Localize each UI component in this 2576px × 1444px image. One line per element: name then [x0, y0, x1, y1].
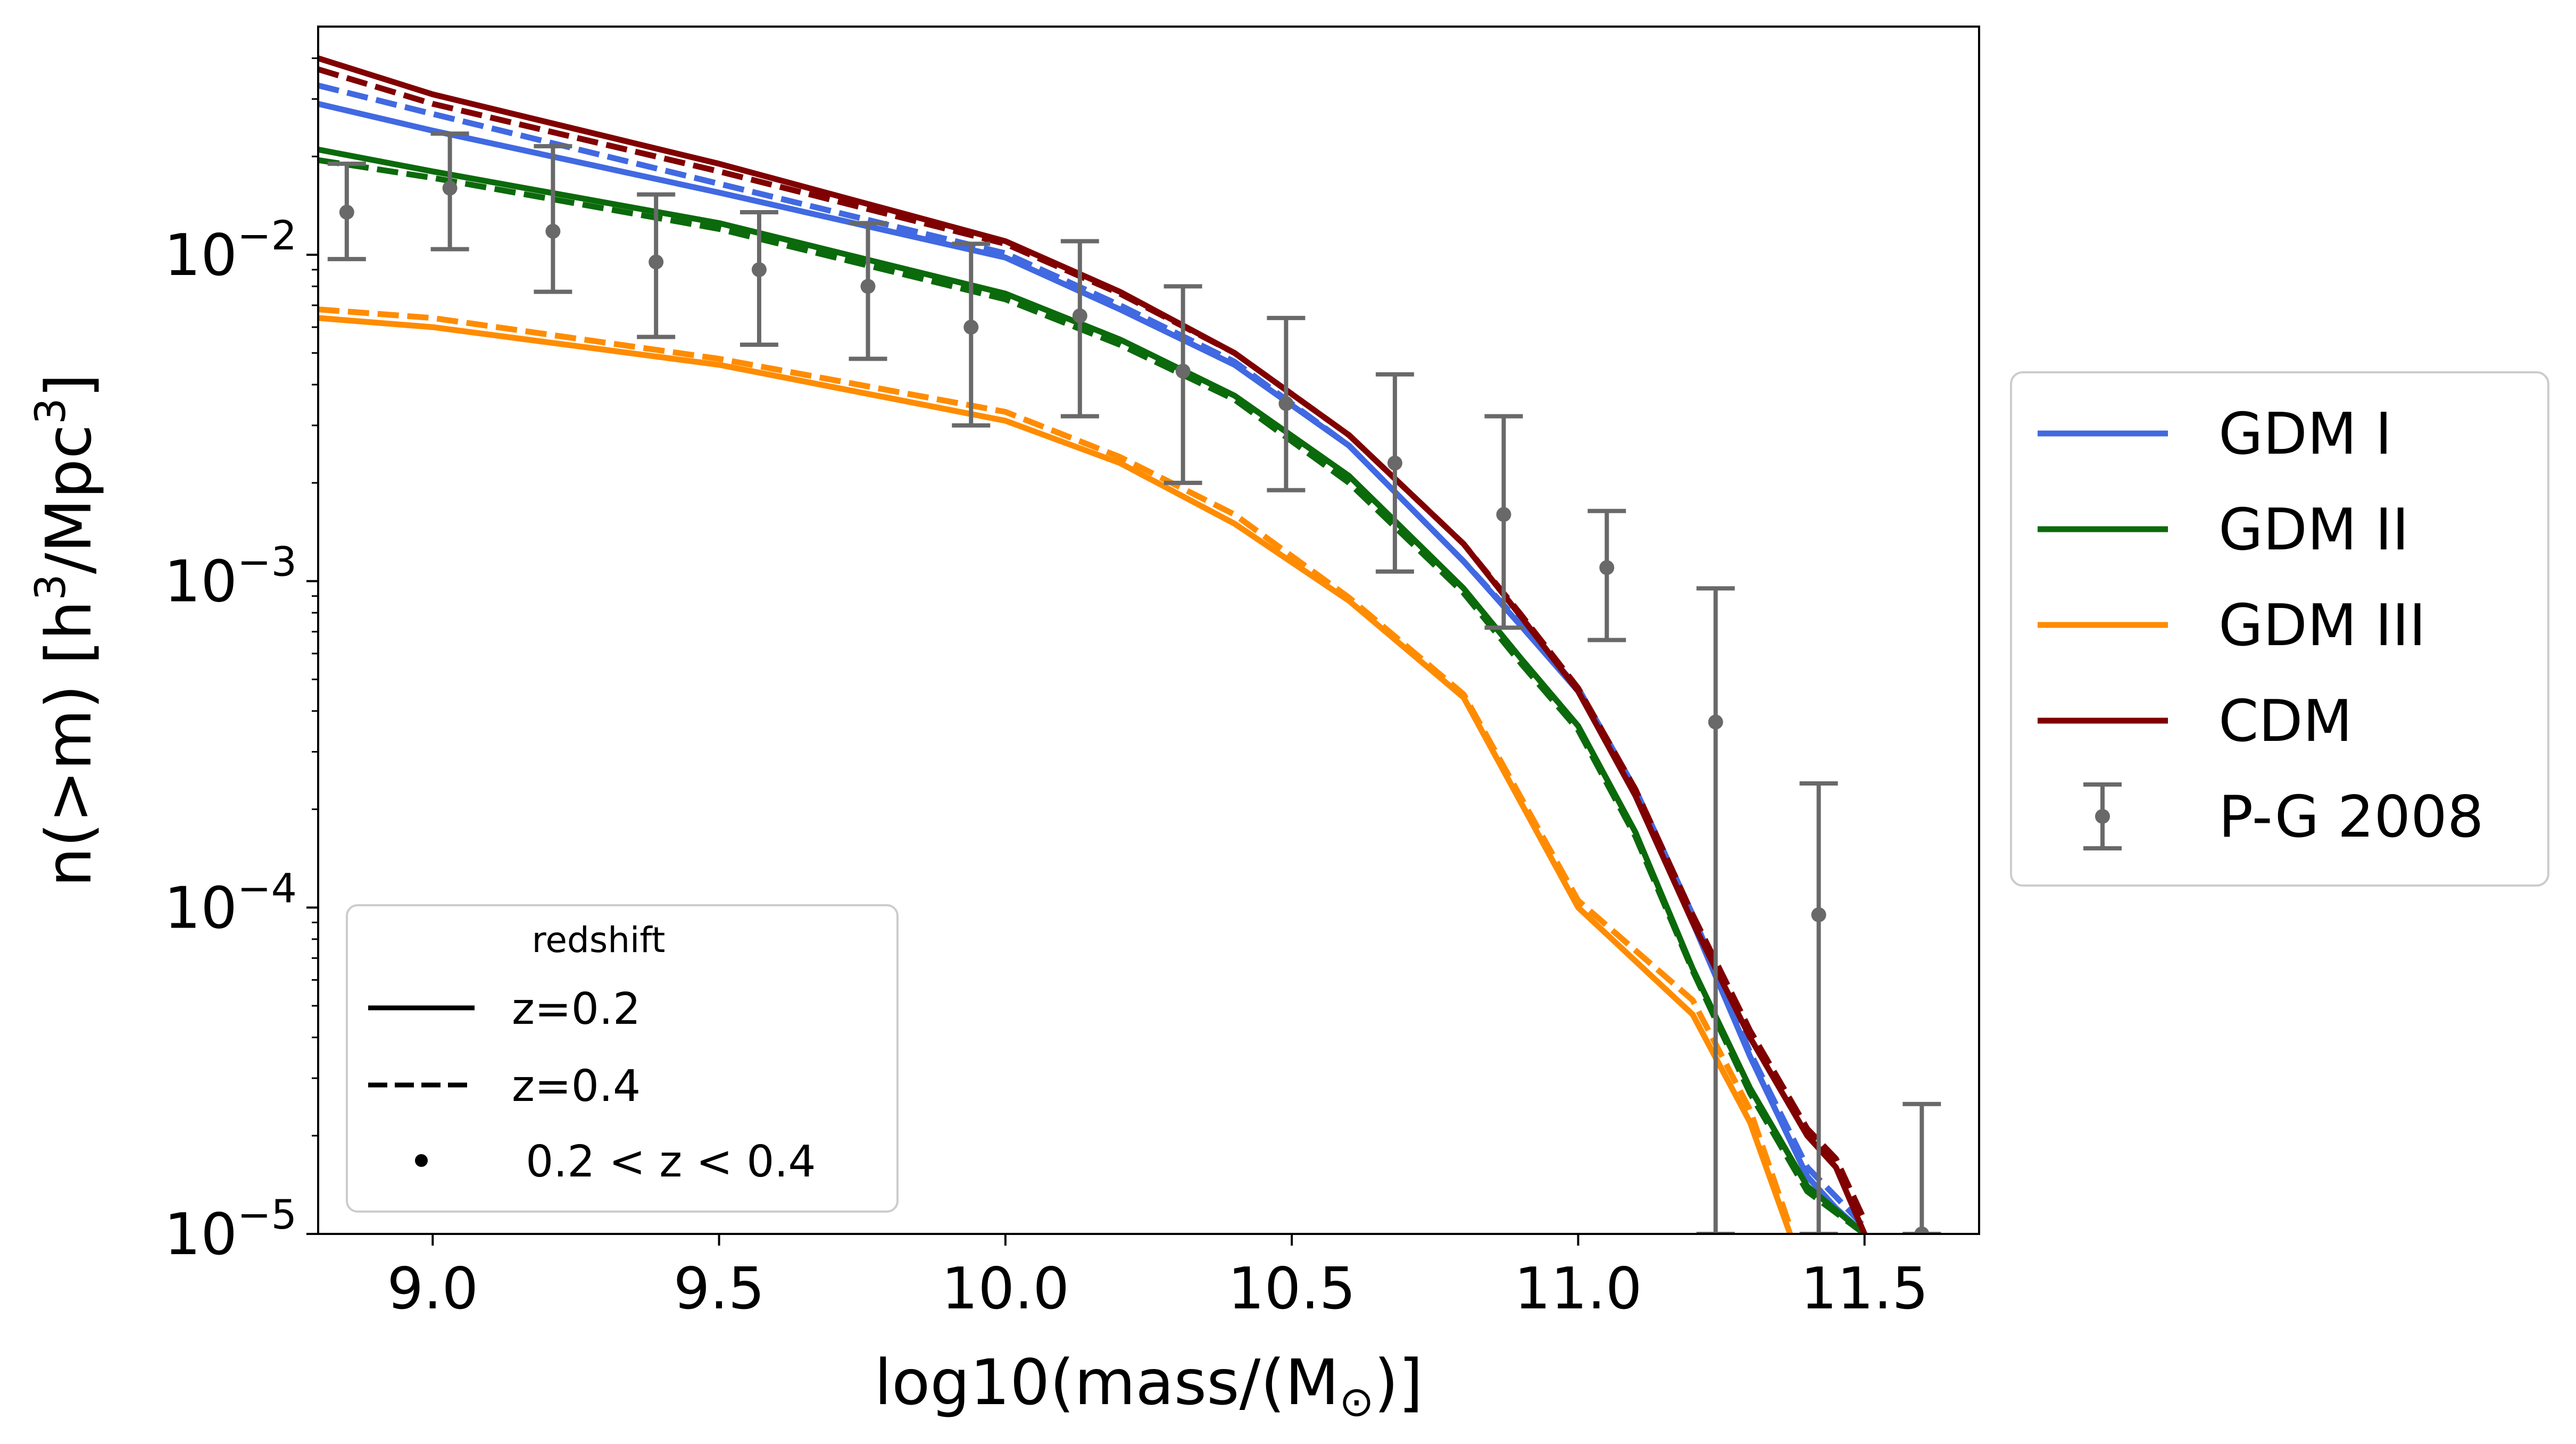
data-marker — [1599, 560, 1615, 575]
data-point — [1267, 315, 1306, 493]
data-marker — [1914, 1226, 1930, 1234]
data-point — [739, 210, 778, 347]
series-line-cdm — [318, 55, 1867, 1234]
data-marker — [1811, 907, 1826, 922]
redshift-legend-label: z=0.2 — [512, 984, 641, 1034]
data-marker — [751, 262, 767, 278]
redshift-legend-label: z=0.4 — [512, 1061, 641, 1112]
redshift-legend-frame — [346, 904, 899, 1213]
y-ticks: 10−5 10−4 10−3 10−2 — [164, 57, 318, 1268]
data-point — [1484, 414, 1523, 630]
series-line-cdm — [318, 66, 1867, 1222]
legend-label: GDM III — [2218, 592, 2426, 659]
series-line-gdm-ii — [318, 146, 1867, 1234]
redshift-legend: redshift z=0.2 z=0.4 0.2 < z < 0.4 — [346, 904, 899, 1213]
data-marker — [1387, 455, 1402, 471]
data-marker — [1072, 308, 1087, 323]
data-point — [1164, 284, 1202, 485]
x-tick-label: 10.5 — [1228, 1256, 1356, 1322]
data-marker — [1278, 396, 1294, 411]
series-line-gdm-ii — [318, 157, 1866, 1234]
x-tick-label: 11.0 — [1514, 1256, 1642, 1322]
series-line-gdm-iii — [318, 315, 1793, 1234]
data-point — [849, 221, 887, 361]
y-tick-label: 10−4 — [164, 864, 297, 941]
data-point — [1588, 508, 1626, 642]
redshift-legend-title: redshift — [532, 920, 666, 961]
series-layer — [318, 55, 1867, 1234]
x-tick-label: 9.0 — [387, 1256, 478, 1322]
x-axis-label: log10(mass/(M⊙)] — [874, 1346, 1423, 1426]
y-tick-label: 10−3 — [164, 538, 297, 615]
data-marker — [545, 223, 561, 239]
data-marker — [1708, 714, 1723, 730]
data-point — [637, 192, 676, 339]
data-point — [1696, 586, 1735, 1234]
y-tick-label: 10−2 — [164, 212, 297, 289]
legend-marker — [2095, 809, 2110, 824]
y-tick-label: 10−5 — [164, 1191, 297, 1268]
legend-label: GDM I — [2218, 401, 2392, 468]
y-axis-label: n(>m) [h3/Mpc3] — [27, 373, 105, 887]
legend-label: CDM — [2218, 688, 2353, 755]
redshift-legend-label: 0.2 < z < 0.4 — [512, 1137, 816, 1187]
data-point — [327, 161, 366, 262]
data-point — [1060, 239, 1099, 419]
plot-frame — [317, 26, 1980, 1235]
data-marker — [339, 204, 354, 220]
data-marker — [1496, 507, 1511, 522]
redshift-legend-dot-swatch — [415, 1154, 428, 1167]
series-line-gdm-iii — [318, 306, 1793, 1228]
x-ticks: 9.0 9.5 10.0 10.5 11.0 11.5 — [387, 1234, 1929, 1322]
data-point — [430, 131, 469, 252]
errorbar-layer — [327, 131, 1941, 1234]
data-marker — [649, 254, 664, 270]
series-legend-frame — [2010, 371, 2549, 887]
data-marker — [860, 279, 876, 294]
data-point — [1902, 1101, 1941, 1234]
x-tick-label: 9.5 — [674, 1256, 765, 1322]
data-point — [1799, 781, 1838, 1234]
series-legend: GDM I GDM II GDM III CDM P-G 2008 — [2010, 371, 2549, 887]
data-marker — [963, 320, 979, 335]
data-point — [1375, 372, 1414, 574]
legend-label: GDM II — [2218, 497, 2409, 563]
data-point — [952, 241, 991, 428]
data-marker — [1175, 363, 1191, 379]
x-tick-label: 11.5 — [1800, 1256, 1928, 1322]
data-point — [534, 144, 572, 294]
data-marker — [442, 180, 458, 196]
legend-label: P-G 2008 — [2218, 784, 2484, 850]
x-tick-label: 10.0 — [942, 1256, 1069, 1322]
